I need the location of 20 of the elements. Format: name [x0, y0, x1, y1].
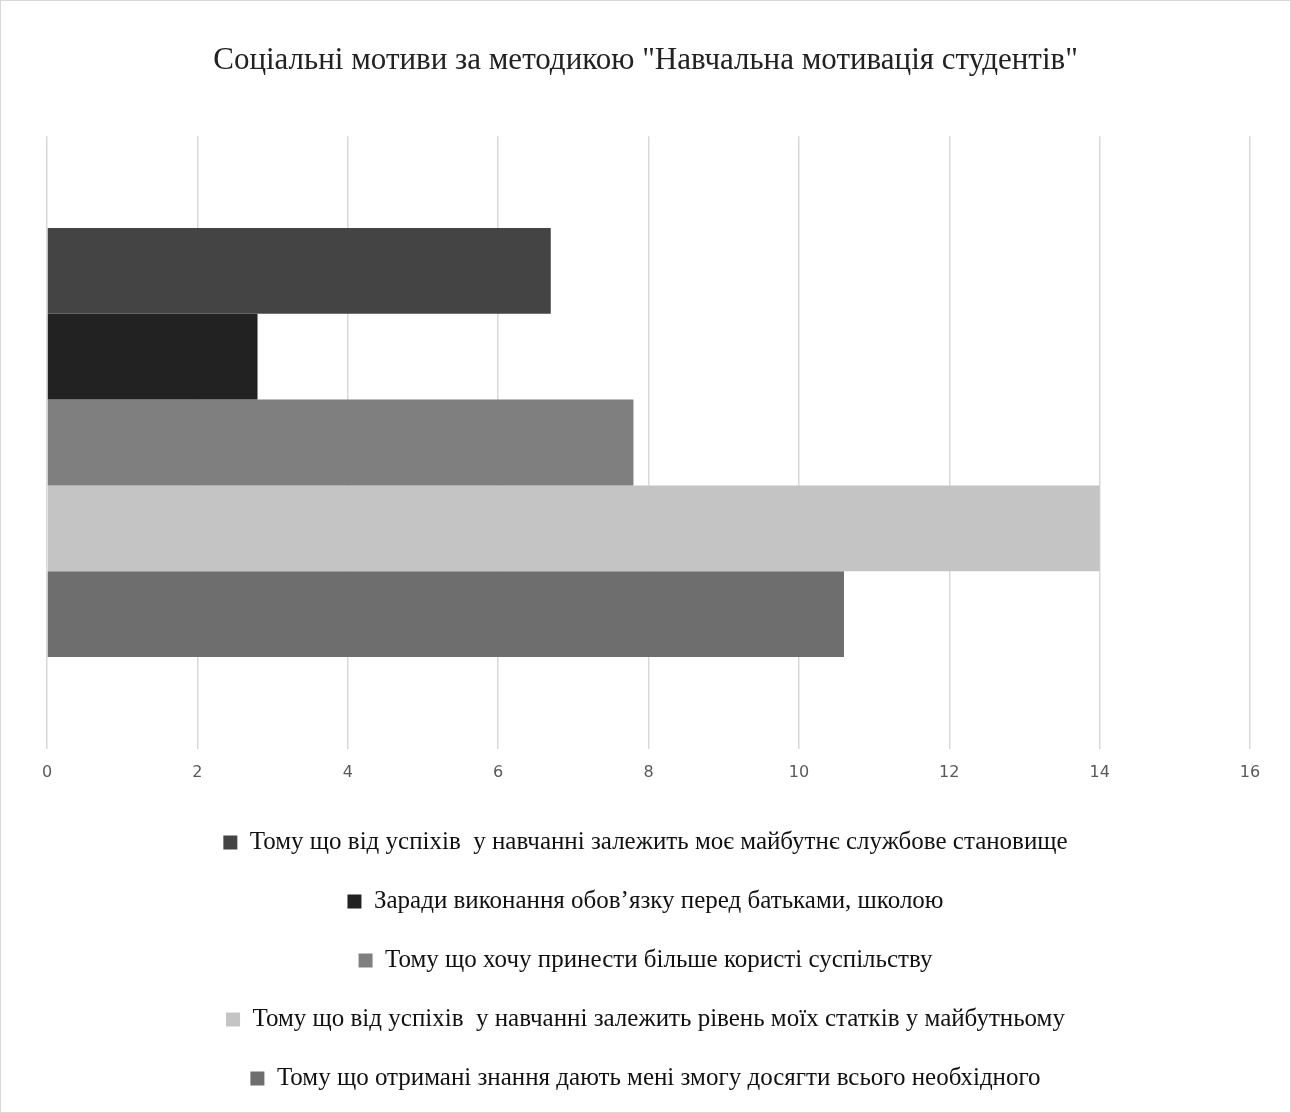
x-tick-label: 14 — [1089, 761, 1110, 781]
legend-label: Тому що хочу принести більше користі суспільству — [385, 945, 933, 973]
x-tick-label: 0 — [41, 761, 53, 781]
x-tick-label: 6 — [493, 761, 504, 781]
legend-label: Тому що отримані знання дають мені змогу досягти всього необхідного — [276, 1063, 1041, 1091]
bar — [47, 571, 844, 657]
x-tick-label: 4 — [342, 761, 353, 781]
chart-title: Соціальні мотиви за методикою "Навчальна мотивація студентів" — [213, 40, 1078, 78]
legend-label: Тому що від успіхів у навчанні залежить рівень моїх статків у майбутньому — [252, 1004, 1066, 1032]
legend-label: Тому що від успіхів у навчанні залежить моє майбутнє службове становище — [249, 827, 1068, 855]
legend-label: Заради виконання обов’язку перед батьками, школою — [373, 886, 944, 914]
x-tick-label: 2 — [192, 761, 203, 781]
bar — [47, 313, 258, 400]
x-tick-label: 12 — [939, 761, 960, 781]
bar — [47, 399, 634, 486]
x-tick-label: 10 — [788, 761, 810, 781]
x-tick-label: 8 — [643, 761, 654, 781]
bar — [47, 228, 551, 314]
bar — [47, 485, 1100, 572]
x-tick-label: 16 — [1239, 761, 1261, 781]
